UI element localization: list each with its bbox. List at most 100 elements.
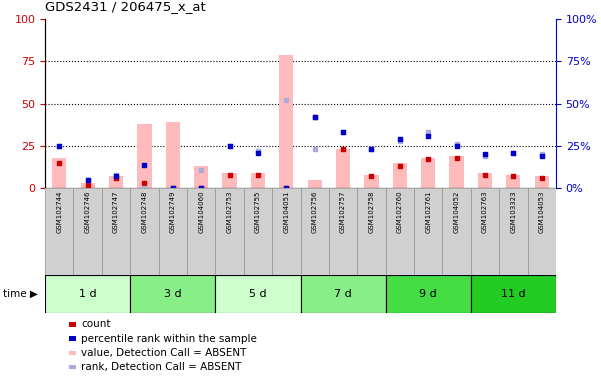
Bar xyxy=(279,55,293,188)
Bar xyxy=(102,188,130,275)
Point xyxy=(55,143,64,149)
Text: 11 d: 11 d xyxy=(501,289,526,299)
Text: 1 d: 1 d xyxy=(79,289,96,299)
Point xyxy=(197,185,206,191)
Text: 3 d: 3 d xyxy=(164,289,182,299)
Bar xyxy=(336,149,350,188)
Text: 9 d: 9 d xyxy=(419,289,437,299)
Text: GSM102763: GSM102763 xyxy=(482,191,488,233)
Point xyxy=(197,167,206,173)
Point xyxy=(508,173,518,179)
Bar xyxy=(73,188,102,275)
Text: GDS2431 / 206475_x_at: GDS2431 / 206475_x_at xyxy=(45,0,206,13)
Bar xyxy=(506,175,520,188)
Point xyxy=(310,146,320,152)
Point xyxy=(281,185,291,191)
Text: GSM102761: GSM102761 xyxy=(426,191,431,233)
Bar xyxy=(130,188,159,275)
Bar xyxy=(52,158,66,188)
Text: GSM104052: GSM104052 xyxy=(454,191,460,233)
Point xyxy=(424,156,433,162)
Text: GSM104053: GSM104053 xyxy=(538,191,545,233)
Bar xyxy=(109,176,123,188)
Bar xyxy=(300,275,386,313)
Bar xyxy=(194,166,209,188)
Point xyxy=(395,163,404,169)
Point xyxy=(537,151,546,157)
Point xyxy=(367,146,376,152)
Point xyxy=(424,133,433,139)
Point xyxy=(480,153,490,159)
Point xyxy=(424,129,433,136)
Bar xyxy=(159,188,187,275)
Point xyxy=(338,129,348,136)
Point xyxy=(338,146,348,152)
Text: count: count xyxy=(81,319,111,329)
Point xyxy=(508,150,518,156)
Point xyxy=(55,160,64,166)
Point xyxy=(310,114,320,120)
Text: GSM104060: GSM104060 xyxy=(198,191,204,233)
Text: GSM102756: GSM102756 xyxy=(312,191,318,233)
Bar xyxy=(222,173,237,188)
Point xyxy=(537,153,546,159)
Bar xyxy=(357,188,386,275)
Bar xyxy=(251,173,265,188)
Point xyxy=(168,185,178,191)
Text: GSM102747: GSM102747 xyxy=(113,191,119,233)
Bar xyxy=(442,188,471,275)
Point xyxy=(253,148,263,154)
Point xyxy=(281,97,291,103)
Point xyxy=(139,161,149,167)
Point xyxy=(452,141,462,147)
Bar xyxy=(392,163,407,188)
Point xyxy=(310,114,320,120)
Point xyxy=(83,177,93,183)
Text: GSM102757: GSM102757 xyxy=(340,191,346,233)
Point xyxy=(508,150,518,156)
Bar xyxy=(471,275,556,313)
Text: GSM103323: GSM103323 xyxy=(510,191,516,233)
Bar xyxy=(130,275,215,313)
Point xyxy=(395,136,404,142)
Point xyxy=(83,177,93,183)
Point xyxy=(281,185,291,191)
Bar xyxy=(215,188,244,275)
Bar xyxy=(478,173,492,188)
Bar xyxy=(535,176,549,188)
Bar xyxy=(414,188,442,275)
Point xyxy=(225,143,234,149)
Bar xyxy=(386,275,471,313)
Point xyxy=(83,182,93,188)
Point xyxy=(253,172,263,178)
Point xyxy=(480,151,490,157)
Bar xyxy=(386,188,414,275)
Point xyxy=(452,143,462,149)
Bar xyxy=(450,156,464,188)
Bar xyxy=(187,188,215,275)
Point xyxy=(253,150,263,156)
Text: rank, Detection Call = ABSENT: rank, Detection Call = ABSENT xyxy=(81,362,242,372)
Point xyxy=(111,173,121,179)
Bar xyxy=(528,188,556,275)
Text: GSM102753: GSM102753 xyxy=(227,191,233,233)
Text: 7 d: 7 d xyxy=(334,289,352,299)
Point xyxy=(537,175,546,181)
Text: GSM102746: GSM102746 xyxy=(85,191,91,233)
Point xyxy=(168,185,178,191)
Text: value, Detection Call = ABSENT: value, Detection Call = ABSENT xyxy=(81,348,246,358)
Point xyxy=(111,172,121,178)
Point xyxy=(197,185,206,191)
Text: 5 d: 5 d xyxy=(249,289,267,299)
Text: GSM102744: GSM102744 xyxy=(56,191,63,233)
Bar xyxy=(471,188,499,275)
Bar xyxy=(499,188,528,275)
Bar xyxy=(421,158,435,188)
Point xyxy=(139,185,149,191)
Point xyxy=(139,180,149,186)
Bar xyxy=(300,188,329,275)
Text: GSM102758: GSM102758 xyxy=(368,191,374,233)
Point xyxy=(225,143,234,149)
Point xyxy=(168,185,178,191)
Bar xyxy=(329,188,357,275)
